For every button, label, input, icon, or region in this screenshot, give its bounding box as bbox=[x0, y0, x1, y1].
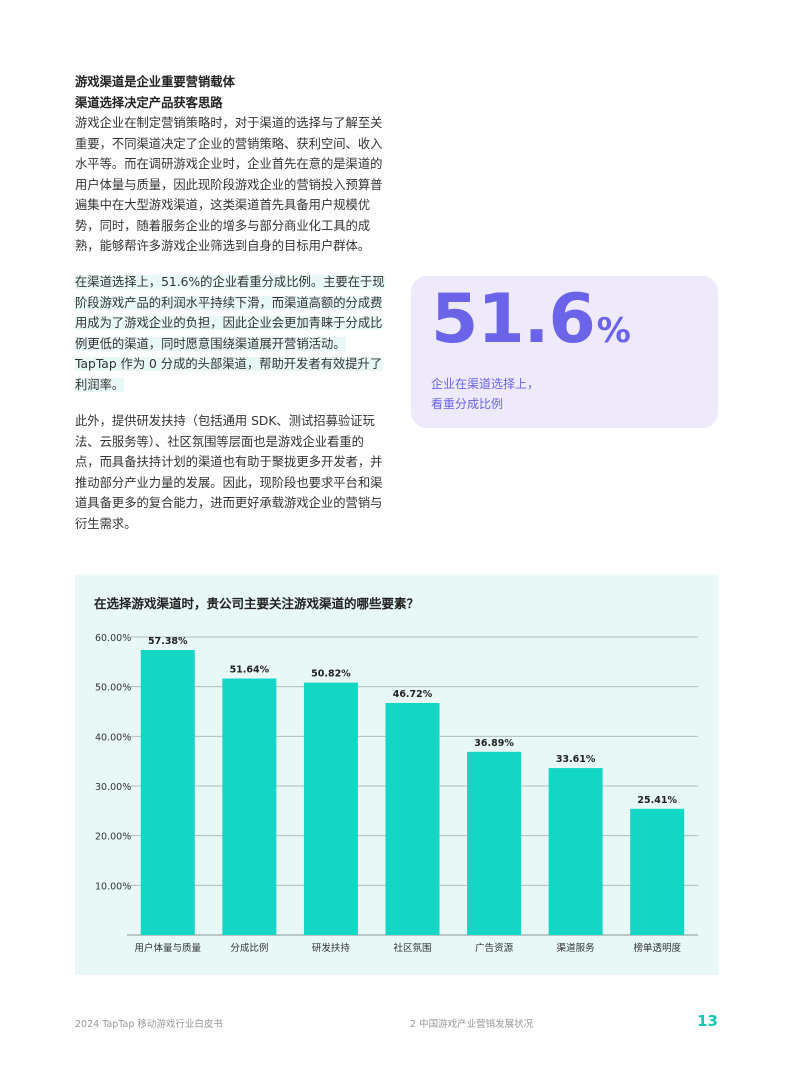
stat-unit: % bbox=[596, 311, 631, 351]
x-tick-label: 广告资源 bbox=[475, 942, 514, 954]
x-tick-label: 用户体量与质量 bbox=[135, 942, 202, 954]
bar bbox=[467, 751, 522, 935]
x-tick-label: 分成比例 bbox=[230, 942, 268, 954]
bar-chart: 10.00% 20.00% 30.00% 40.00% 50.00% 60.00% 57.3… bbox=[95, 633, 698, 954]
y-tick-label: 50.00% bbox=[95, 683, 131, 694]
stat-caption-line-1: 企业在渠道选择上， bbox=[431, 377, 540, 391]
heading-primary: 游戏渠道是企业重要营销载体 bbox=[75, 75, 235, 89]
bar bbox=[385, 702, 440, 935]
data-label: 51.64% bbox=[230, 665, 270, 676]
heading-secondary: 渠道选择决定产品获客思路 bbox=[75, 95, 223, 110]
bar bbox=[303, 682, 358, 935]
x-tick-label: 社区氛围 bbox=[393, 942, 431, 954]
data-label: 25.41% bbox=[637, 795, 677, 806]
data-label: 50.82% bbox=[311, 669, 351, 680]
data-label: 36.89% bbox=[474, 738, 514, 749]
article-intro: 游戏渠道是企业重要营销载体 渠道选择决定产品获客思路 游戏企业在制定营销策略时，… bbox=[75, 72, 385, 257]
article-section-2: 在渠道选择上，51.6%的企业看重分成比例。主要在于现阶段游戏产品的利润水平持续… bbox=[75, 272, 385, 395]
footer-chapter: 2 中国游戏产业营销发展状况 bbox=[410, 1019, 534, 1030]
stat-value: 51.6 bbox=[431, 280, 596, 359]
footer-publication: 2024 TapTap 移动游戏行业白皮书 bbox=[75, 1019, 223, 1030]
bar bbox=[222, 678, 277, 935]
bar bbox=[548, 768, 603, 935]
x-tick-label: 研发扶持 bbox=[312, 942, 351, 954]
y-tick-label: 20.00% bbox=[95, 832, 131, 843]
article-section-3: 此外，提供研发扶持（包括通用 SDK、测试招募验证玩法、云服务等）、社区氛围等层… bbox=[75, 411, 385, 534]
y-tick-label: 40.00% bbox=[95, 732, 131, 743]
chart-title: 在选择游戏渠道时，贵公司主要关注游戏渠道的哪些要素？ bbox=[94, 596, 420, 611]
x-tick-label: 渠道服务 bbox=[557, 942, 596, 954]
data-label: 33.61% bbox=[556, 754, 596, 765]
paragraph-2: 在渠道选择上，51.6%的企业看重分成比例。主要在于现阶段游戏产品的利润水平持续… bbox=[75, 272, 385, 395]
stat-value-wrap: 51.6% bbox=[431, 280, 631, 359]
chart-panel: 在选择游戏渠道时，贵公司主要关注游戏渠道的哪些要素？ 10.00% 20.00% 3… bbox=[75, 575, 718, 975]
paragraph-1: 游戏企业在制定营销策略时，对于渠道的选择与了解至关重要，不同渠道决定了企业的营销… bbox=[75, 116, 383, 253]
stat-caption: 企业在渠道选择上， 看重分成比例 bbox=[431, 374, 539, 414]
paragraph-3: 此外，提供研发扶持（包括通用 SDK、测试招募验证玩法、云服务等）、社区氛围等层… bbox=[75, 414, 383, 531]
page-number: 13 bbox=[697, 1012, 718, 1030]
stat-card: 51.6% 企业在渠道选择上， 看重分成比例 bbox=[411, 276, 718, 428]
bar bbox=[630, 808, 685, 935]
y-tick-label: 60.00% bbox=[95, 633, 131, 644]
x-tick-label: 榜单透明度 bbox=[633, 942, 681, 954]
highlighted-paragraph: 在渠道选择上，51.6%的企业看重分成比例。主要在于现阶段游戏产品的利润水平持续… bbox=[75, 275, 385, 392]
stat-caption-line-2: 看重分成比例 bbox=[431, 397, 504, 411]
data-label: 46.72% bbox=[393, 689, 433, 700]
data-label: 57.38% bbox=[148, 636, 188, 647]
y-tick-label: 10.00% bbox=[95, 881, 131, 892]
y-tick-label: 30.00% bbox=[95, 782, 131, 793]
bar bbox=[140, 650, 195, 935]
